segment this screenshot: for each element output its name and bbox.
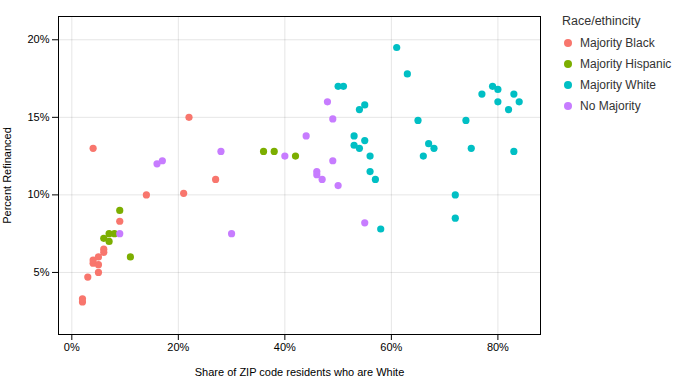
svg-text:20%: 20% xyxy=(167,341,189,353)
html-text:Majority Hispanic: Majority Hispanic xyxy=(580,57,672,71)
html-text:Race/ethincity: Race/ethincity xyxy=(562,14,641,28)
svg-text:80%: 80% xyxy=(487,341,509,353)
html-text:Majority White: Majority White xyxy=(580,78,656,92)
svg-text:Percent Refinanced: Percent Refinanced xyxy=(1,127,13,224)
html-text:Majority Black: Majority Black xyxy=(580,36,655,50)
svg-text:60%: 60% xyxy=(380,341,402,353)
svg-text:Share of ZIP code residents wh: Share of ZIP code residents who are Whit… xyxy=(195,366,405,378)
html-text:No Majority: No Majority xyxy=(580,99,641,113)
svg-text:20%: 20% xyxy=(27,33,49,45)
svg-text:5%: 5% xyxy=(34,266,50,278)
svg-text:0%: 0% xyxy=(64,341,80,353)
svg-text:10%: 10% xyxy=(27,188,49,200)
svg-text:40%: 40% xyxy=(274,341,296,353)
svg-text:15%: 15% xyxy=(27,111,49,123)
